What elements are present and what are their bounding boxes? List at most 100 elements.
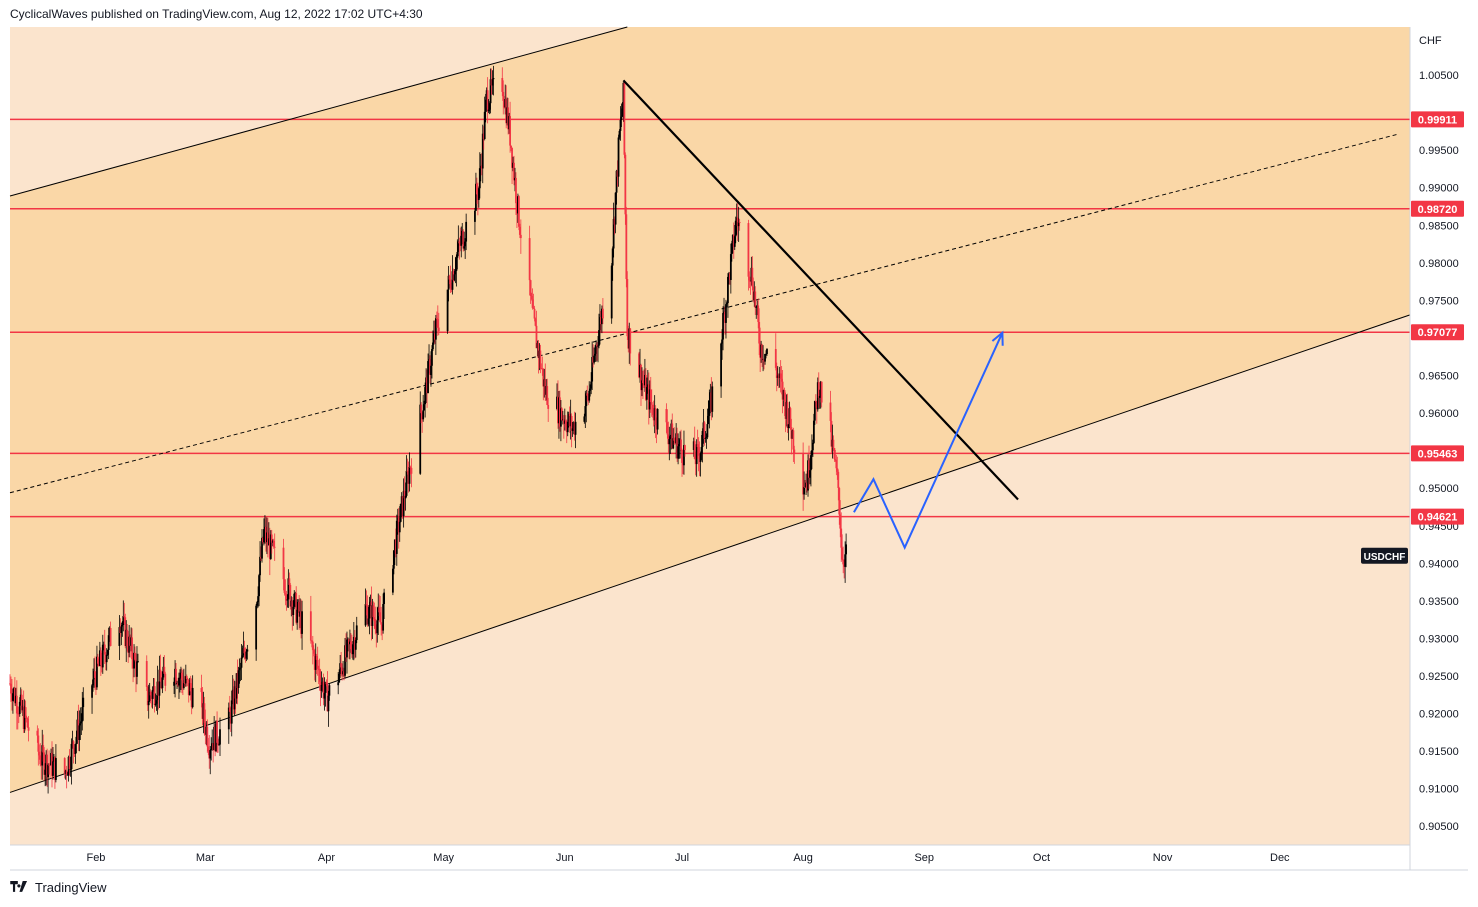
candle-215 [297, 601, 300, 610]
candle-392 [540, 368, 543, 369]
candle-236 [325, 682, 328, 685]
candle-101 [146, 686, 149, 706]
candle-294 [405, 470, 408, 496]
candle-9 [17, 713, 20, 715]
candle-3 [12, 693, 14, 701]
candle-212 [294, 593, 297, 594]
candle-542 [749, 280, 752, 282]
candle-281 [392, 550, 395, 569]
publisher-header: CyclicalWaves published on TradingView.c… [10, 7, 423, 21]
candle-89 [127, 646, 130, 653]
candle-313 [432, 342, 434, 350]
candle-303 [422, 410, 425, 420]
price-tick-12: 0.93000 [1419, 633, 1459, 645]
candle-222 [311, 641, 314, 651]
candle-459 [629, 328, 632, 354]
candle-283 [394, 539, 397, 554]
candle-65 [96, 656, 98, 688]
footer-brand[interactable]: TradingView [10, 880, 107, 895]
candle-404 [559, 408, 562, 427]
candle-18 [26, 718, 29, 728]
candle-567 [781, 381, 784, 400]
candle-91 [129, 636, 132, 646]
price-tick-5: 0.97500 [1419, 295, 1459, 307]
candle-350 [483, 111, 486, 139]
time-axis[interactable]: Feb Mar Apr May Jun Jul Aug Sep Oct Nov Dec [10, 844, 1468, 871]
candle-553 [760, 344, 763, 358]
candle-342 [475, 183, 478, 195]
candle-306 [425, 377, 427, 388]
candle-47 [70, 743, 73, 770]
candle-321 [447, 275, 450, 290]
candle-197 [271, 540, 274, 543]
price-tick-1: 0.99500 [1419, 145, 1459, 157]
candle-579 [793, 449, 796, 454]
candle-475 [652, 415, 655, 421]
candle-449 [619, 120, 622, 131]
candle-400 [556, 396, 558, 409]
candle-242 [339, 663, 342, 674]
candle-428 [591, 356, 594, 382]
channel-lines [9, 26, 1411, 793]
candle-424 [587, 395, 590, 401]
candle-354 [487, 109, 490, 112]
candle-409 [564, 420, 567, 428]
candle-64 [95, 677, 97, 688]
candle-273 [377, 607, 380, 621]
candle-181 [256, 602, 259, 606]
candle-286 [397, 517, 400, 533]
candle-387 [535, 325, 538, 349]
candle-522 [722, 313, 724, 340]
candle-557 [764, 353, 766, 362]
candle-243 [340, 663, 343, 668]
candle-582 [804, 487, 806, 488]
candle-170 [237, 670, 240, 688]
candle-221 [310, 640, 313, 642]
candle-490 [675, 433, 678, 444]
candle-210 [292, 606, 295, 615]
candle-307 [426, 377, 428, 394]
candle-611 [840, 528, 843, 548]
candle-74 [104, 654, 107, 663]
candle-395 [543, 379, 546, 387]
candle-558 [765, 353, 767, 355]
candle-182 [257, 596, 259, 603]
candle-598 [819, 381, 822, 397]
candle-249 [346, 639, 348, 658]
candle-231 [320, 684, 323, 691]
candle-134 [186, 679, 189, 680]
candle-133 [185, 676, 188, 680]
candle-329 [455, 257, 458, 272]
candle-177 [244, 653, 247, 659]
downtrend-line [622, 79, 1019, 501]
candle-507 [699, 453, 702, 462]
candle-126 [179, 677, 181, 679]
candle-21 [37, 735, 40, 752]
candle-235 [324, 682, 327, 693]
candle-280 [391, 568, 394, 593]
candle-104 [149, 691, 152, 696]
candle-142 [202, 703, 205, 719]
candle-90 [128, 636, 131, 653]
candle-562 [776, 375, 779, 378]
candle-599 [820, 381, 823, 403]
candle-454 [624, 154, 627, 215]
candle-544 [751, 267, 754, 287]
candle-593 [814, 400, 817, 402]
candle-356 [489, 79, 492, 104]
candle-25 [41, 745, 44, 766]
candle-53 [76, 719, 79, 737]
candle-80 [118, 627, 121, 646]
candle-248 [345, 645, 347, 658]
candle-539 [738, 222, 741, 224]
candle-56 [79, 723, 82, 726]
candle-398 [546, 386, 549, 405]
candle-363 [504, 99, 507, 108]
level-badge-4 [1411, 508, 1464, 525]
candle-121 [174, 668, 176, 682]
candle-594 [815, 401, 818, 410]
candle-390 [538, 350, 541, 359]
candle-247 [344, 645, 346, 676]
time-tick-5: Jul [675, 852, 689, 864]
